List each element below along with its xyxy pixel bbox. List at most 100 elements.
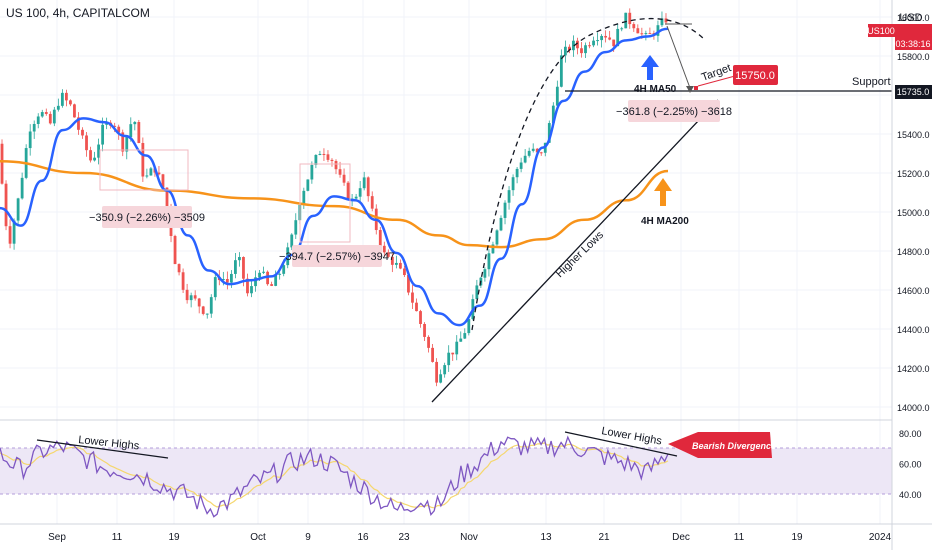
drop2-bg xyxy=(292,245,382,267)
candle-body xyxy=(600,35,604,41)
price-tick: 14600.0 xyxy=(897,286,930,296)
drop1-bg xyxy=(102,206,192,228)
bearish-divergence-bg xyxy=(668,432,772,458)
time-tick: 21 xyxy=(598,532,610,543)
candle-body xyxy=(40,112,44,117)
drop3-bg xyxy=(628,100,720,122)
candle-body xyxy=(274,274,278,286)
time-tick-labels: Sep 11 19 Oct 9 16 23 Nov 13 21 Dec 11 19 2024 xyxy=(48,532,891,543)
target-connector xyxy=(697,75,736,87)
rsi-line xyxy=(0,435,669,518)
candle-body xyxy=(326,154,330,160)
candle-body xyxy=(93,157,96,161)
symbol-header: US 100, 4h, CAPITALCOM xyxy=(6,6,150,20)
candle-body xyxy=(407,275,410,293)
time-tick: 9 xyxy=(305,532,311,543)
candle-body xyxy=(254,277,257,287)
candle-body xyxy=(129,124,133,138)
drop1-label: −350.9 (−2.26%) −3509 xyxy=(89,212,205,224)
rsi-tick-labels: 80.00 60.00 40.00 xyxy=(899,429,922,500)
arc-dashed-line xyxy=(471,18,706,331)
drop2-label: −394.7 (−2.57%) −3947 xyxy=(279,251,395,263)
candle-body xyxy=(584,45,587,54)
candle-body xyxy=(334,161,338,170)
symbol-badge-bg xyxy=(868,24,895,37)
candle-body xyxy=(205,313,209,315)
candle-body xyxy=(165,187,169,207)
projection-line xyxy=(666,25,691,89)
candle-body xyxy=(238,257,241,261)
time-tick: Nov xyxy=(460,532,478,543)
candle-body xyxy=(12,220,16,244)
price-tick: 15200.0 xyxy=(897,169,930,179)
candle-body xyxy=(282,265,286,274)
candle-body xyxy=(423,323,426,337)
candle-body xyxy=(648,33,652,35)
candle-body xyxy=(555,86,559,106)
candle-body xyxy=(306,179,310,191)
candle-body xyxy=(515,168,519,178)
candle-body xyxy=(636,28,640,34)
candle-body xyxy=(394,262,398,265)
ma200-arrow xyxy=(654,178,672,206)
candle-body xyxy=(250,286,253,294)
candle-body xyxy=(193,295,197,299)
candle-body xyxy=(366,177,370,197)
candle-body xyxy=(0,143,4,184)
candle-body xyxy=(8,226,12,244)
time-tick: 2024 xyxy=(869,532,892,543)
candle-body xyxy=(133,122,137,125)
candle-body xyxy=(137,122,141,144)
time-tick: 19 xyxy=(168,532,180,543)
candle-body xyxy=(495,230,499,245)
candle-body xyxy=(576,40,579,49)
ma50-label: 4H MA50 xyxy=(634,84,677,95)
projection-arrowhead xyxy=(686,86,694,93)
candle-body xyxy=(403,268,406,276)
candle-body xyxy=(628,12,632,25)
candle-body xyxy=(588,45,591,47)
higher-lows-trendline xyxy=(431,99,719,403)
candle-body xyxy=(547,123,551,143)
rsi-lower-highs-right xyxy=(564,431,678,457)
candle-body xyxy=(85,135,88,151)
candle-body xyxy=(36,116,40,124)
candle-body xyxy=(209,297,213,314)
candle-body xyxy=(4,183,8,227)
candle-body xyxy=(48,113,52,124)
candle-body xyxy=(242,257,245,279)
ma200-line xyxy=(0,160,669,249)
price-tick: 16000.0 xyxy=(897,13,930,23)
candle-body xyxy=(483,269,487,278)
ma50-arrow xyxy=(641,55,659,80)
candle-body xyxy=(73,104,76,118)
candle-body xyxy=(447,352,451,366)
candle-body xyxy=(596,40,599,42)
candle-body xyxy=(346,182,350,199)
candle-body xyxy=(664,18,668,23)
candle-body xyxy=(52,109,56,124)
candle-body xyxy=(64,92,68,101)
candle-body xyxy=(443,365,447,375)
rsi-tick: 80.00 xyxy=(899,429,922,439)
candle-body xyxy=(113,125,117,127)
rsi-ma-line xyxy=(0,442,669,509)
price-tick: 15000.0 xyxy=(897,208,930,218)
candle-body xyxy=(189,295,193,301)
candle-body xyxy=(604,35,608,38)
currency-label: USD xyxy=(899,12,922,24)
candle-body xyxy=(173,235,177,265)
drop3-label: −361.8 (−2.25%) −3618 xyxy=(616,106,732,118)
candles xyxy=(0,8,668,387)
time-tick: 11 xyxy=(734,532,745,543)
time-tick: 16 xyxy=(357,532,369,543)
support-label: Support 1 xyxy=(852,76,900,88)
candle-body xyxy=(229,273,233,283)
candle-body xyxy=(358,188,362,197)
rsi-lower-highs-left xyxy=(36,439,169,459)
candle-body xyxy=(427,336,430,348)
candle-body xyxy=(624,12,628,29)
candle-body xyxy=(592,40,595,46)
